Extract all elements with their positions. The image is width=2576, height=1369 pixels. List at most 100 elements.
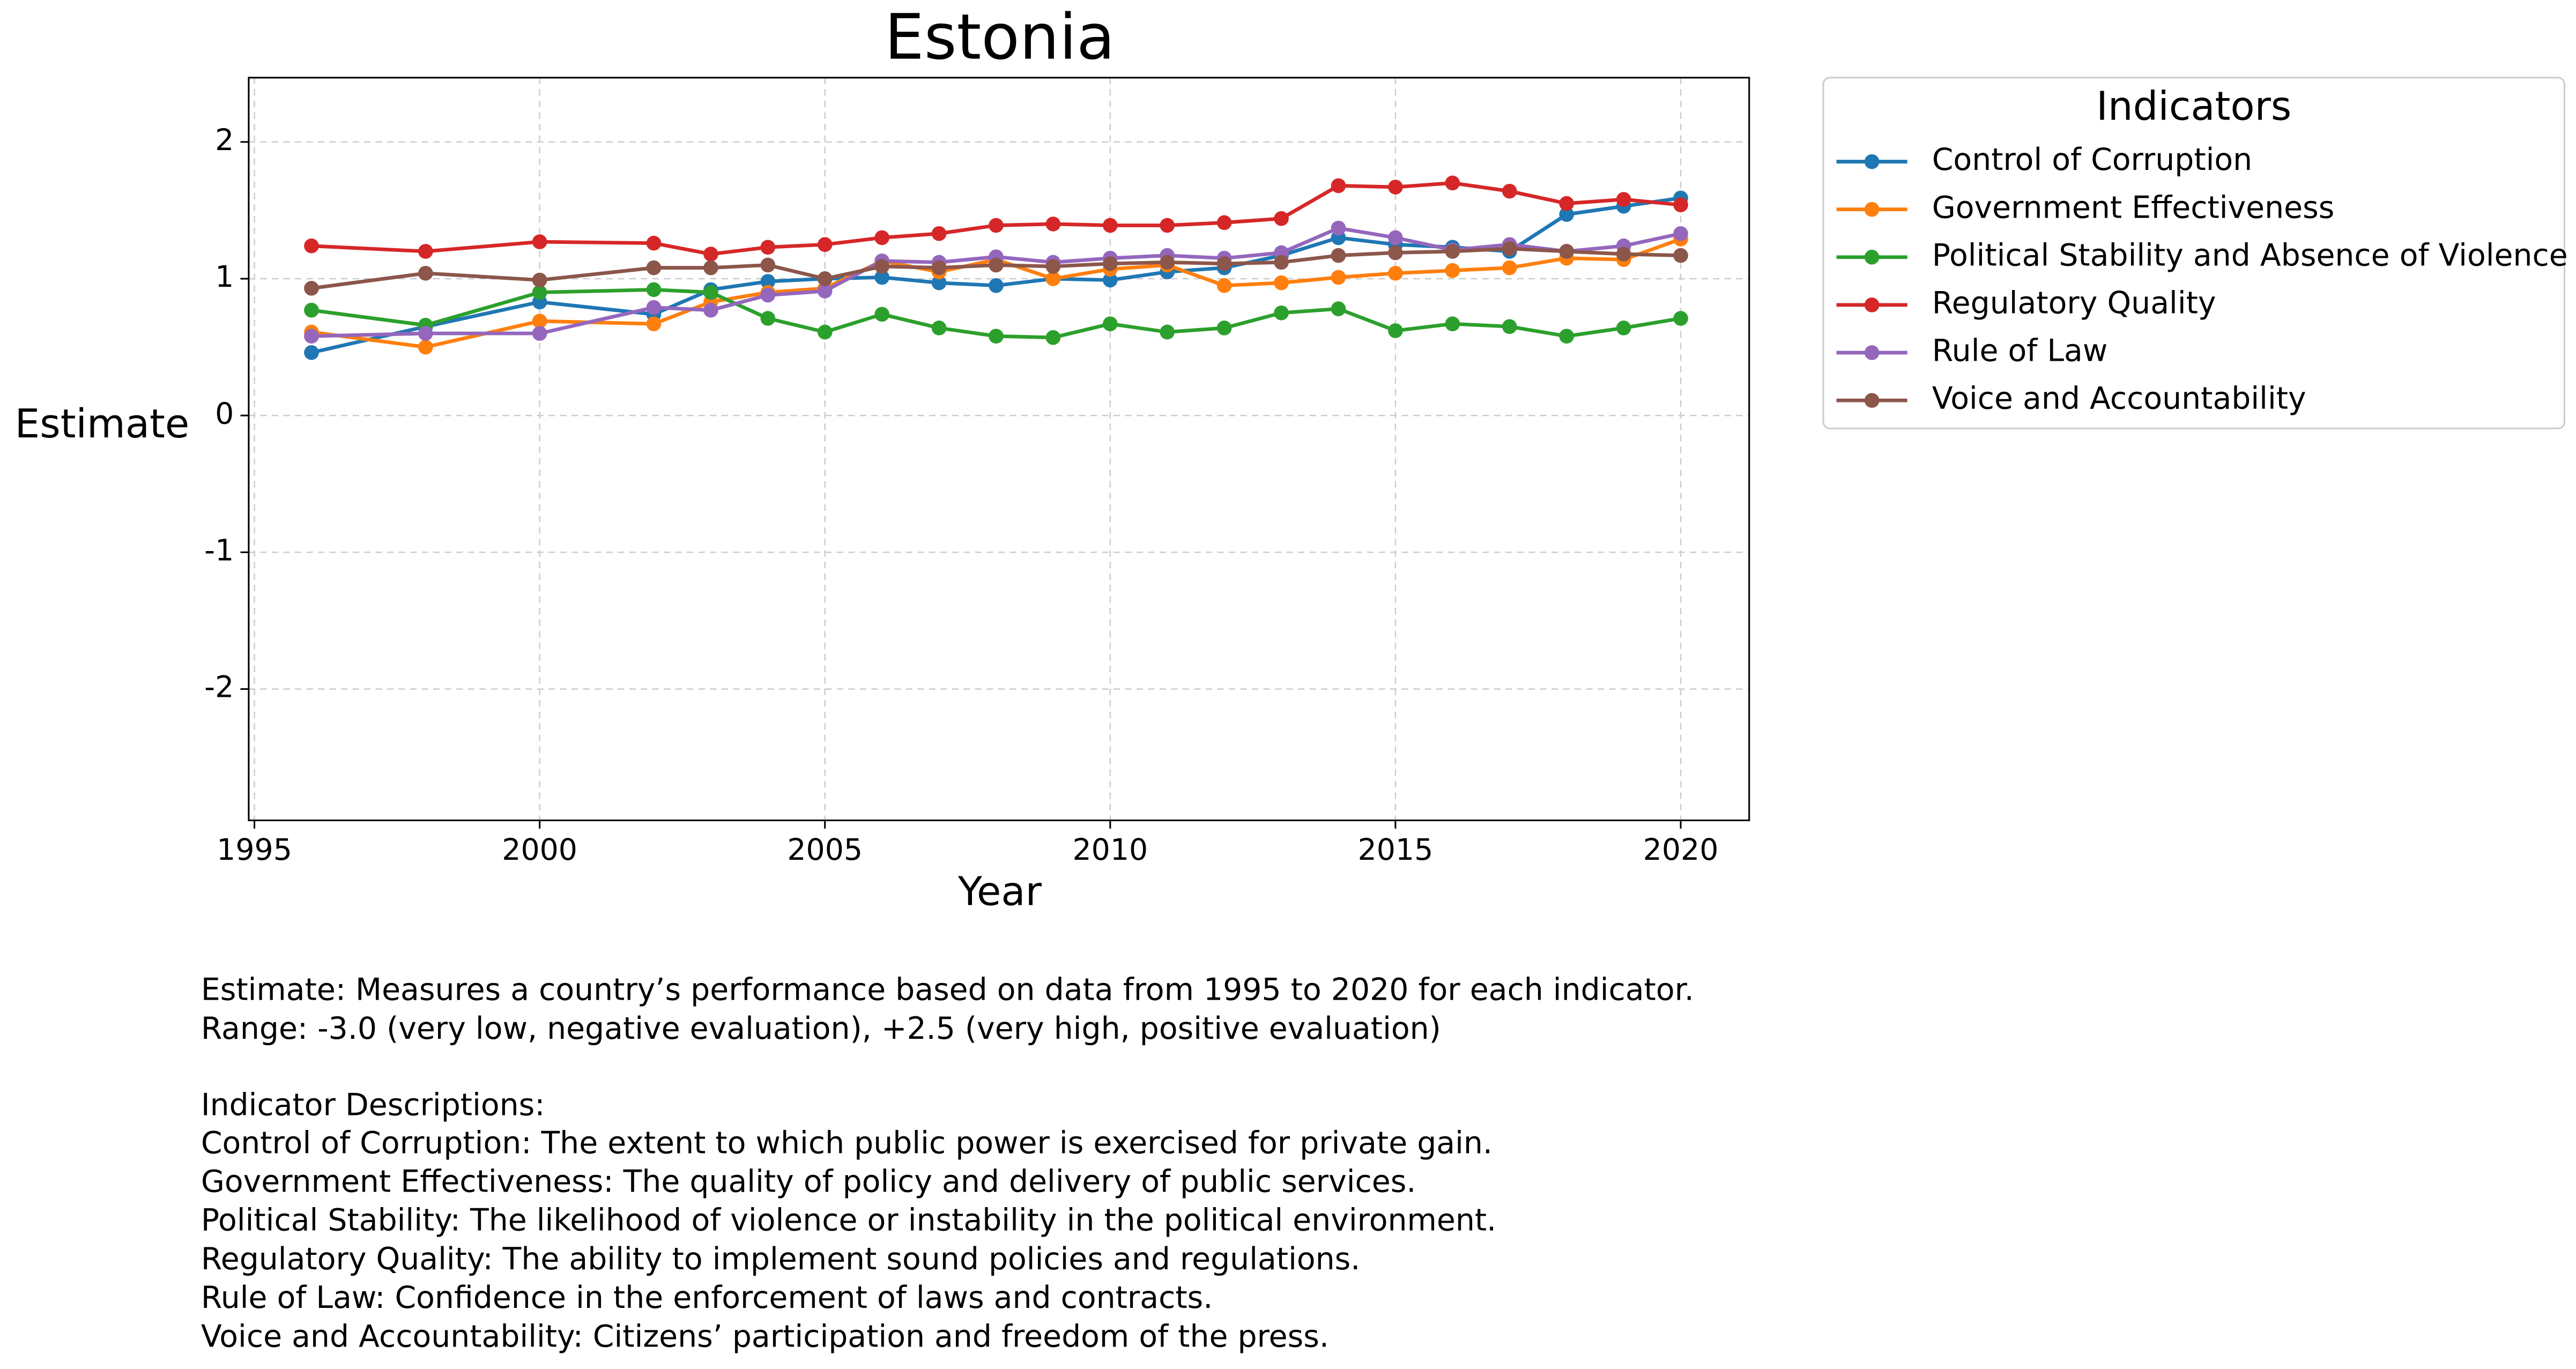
y-tick-label: 0	[215, 397, 234, 431]
data-point	[1331, 301, 1346, 316]
plot-frame	[248, 77, 1750, 821]
data-point	[931, 321, 947, 336]
legend-marker	[1864, 297, 1880, 313]
series-line	[311, 288, 1681, 340]
legend-marker	[1864, 249, 1880, 265]
data-point	[532, 234, 547, 249]
data-point	[304, 302, 319, 318]
data-point	[1616, 247, 1631, 262]
data-point	[703, 285, 718, 300]
data-point	[1045, 271, 1061, 286]
data-point	[1160, 255, 1175, 270]
data-point	[1445, 316, 1460, 332]
data-point	[1388, 323, 1403, 338]
data-point	[931, 260, 947, 276]
data-point	[1274, 305, 1289, 321]
data-point	[760, 274, 776, 289]
data-point	[703, 302, 718, 318]
legend-label: Rule of Law	[1932, 333, 2108, 369]
chart-title: Estonia	[885, 1, 1115, 74]
data-point	[760, 311, 776, 326]
data-point	[646, 316, 662, 332]
data-point	[1559, 196, 1575, 211]
y-tick-label: -1	[204, 533, 234, 568]
data-point	[931, 226, 947, 241]
descriptions-title: Indicator Descriptions:	[201, 1088, 545, 1123]
data-point	[1331, 220, 1346, 236]
data-point	[304, 329, 319, 344]
data-point	[1616, 321, 1631, 336]
legend-label: Voice and Accountability	[1932, 381, 2306, 416]
data-point	[760, 257, 776, 273]
legend-label: Government Effectiveness	[1932, 190, 2335, 225]
data-point	[1673, 197, 1688, 213]
data-point	[532, 326, 547, 341]
legend-box	[1822, 77, 2566, 429]
data-point	[1502, 319, 1517, 334]
description-text: Rule of Law: Confidence in the enforceme…	[201, 1280, 1213, 1315]
data-point	[874, 307, 889, 322]
legend-title: Indicators	[2096, 84, 2291, 129]
description-text: Regulatory Quality: The ability to imple…	[201, 1241, 1361, 1277]
note-text: Range: -3.0 (very low, negative evaluati…	[201, 1011, 1441, 1046]
series-line	[311, 247, 1681, 291]
data-point	[1502, 241, 1517, 256]
data-point	[1388, 265, 1403, 281]
data-point	[1103, 218, 1118, 233]
data-point	[931, 275, 947, 291]
data-point	[703, 260, 718, 276]
data-point	[304, 345, 319, 360]
data-point	[1103, 272, 1118, 288]
data-point	[1673, 226, 1688, 241]
data-point	[1559, 244, 1575, 259]
data-point	[532, 314, 547, 329]
data-point	[817, 271, 833, 286]
data-point	[1559, 329, 1575, 344]
data-point	[1331, 248, 1346, 263]
legend-marker	[1864, 202, 1880, 217]
data-point	[418, 339, 433, 355]
data-point	[1216, 321, 1232, 336]
data-point	[532, 272, 547, 288]
data-point	[1045, 259, 1061, 274]
data-point	[418, 265, 433, 281]
data-point	[1445, 175, 1460, 191]
x-tick-label: 1995	[217, 833, 292, 867]
y-tick-label: 2	[215, 123, 234, 158]
data-point	[1445, 244, 1460, 259]
legend-label: Regulatory Quality	[1932, 285, 2216, 321]
legend-label: Control of Corruption	[1932, 142, 2252, 177]
y-tick-label: -2	[204, 671, 234, 705]
data-point	[989, 218, 1004, 233]
data-point	[1160, 218, 1175, 233]
data-point	[646, 260, 662, 276]
data-point	[1160, 324, 1175, 340]
x-tick-label: 2010	[1072, 833, 1148, 867]
data-point	[1045, 330, 1061, 345]
data-point	[1331, 270, 1346, 285]
data-point	[1216, 278, 1232, 293]
description-text: Control of Corruption: The extent to whi…	[201, 1125, 1493, 1160]
data-point	[1388, 230, 1403, 245]
data-point	[1331, 178, 1346, 194]
x-axis-label: Year	[957, 869, 1042, 915]
data-point	[1388, 180, 1403, 195]
data-point	[646, 282, 662, 297]
series-line	[311, 181, 1681, 256]
legend-marker	[1864, 345, 1880, 360]
note-text: Estimate: Measures a country’s performan…	[201, 972, 1694, 1008]
legend-marker	[1864, 154, 1880, 169]
data-point	[418, 244, 433, 259]
series-line	[311, 226, 1681, 338]
data-point	[646, 300, 662, 315]
series-line	[311, 237, 1682, 349]
data-point	[703, 247, 718, 262]
data-point	[1216, 256, 1232, 271]
x-tick-label: 2000	[502, 833, 577, 867]
data-point	[817, 237, 833, 252]
data-point	[304, 238, 319, 254]
x-tick-label: 2020	[1643, 833, 1719, 867]
data-point	[532, 285, 547, 300]
description-text: Voice and Accountability: Citizens’ part…	[201, 1319, 1329, 1354]
